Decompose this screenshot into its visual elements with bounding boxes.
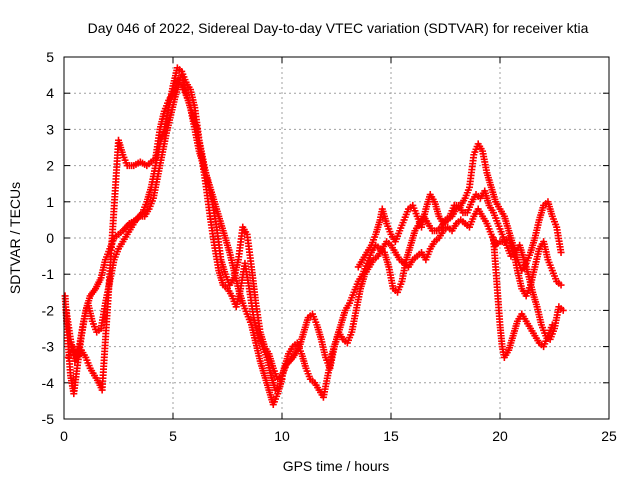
x-tick-label: 10 [274, 428, 290, 444]
data-point-marker [557, 248, 565, 256]
x-tick-label: 15 [383, 428, 399, 444]
y-tick-label: 1 [46, 194, 54, 210]
y-tick-label: -2 [42, 302, 55, 318]
data-point-marker [278, 375, 286, 383]
y-axis-label: SDTVAR / TECUs [7, 182, 23, 294]
y-tick-label: 2 [46, 158, 54, 174]
x-tick-labels: 0 5 10 15 20 25 [60, 428, 617, 444]
plot-frame [63, 56, 610, 420]
chart-title: Day 046 of 2022, Sidereal Day-to-day VTE… [88, 20, 589, 36]
y-tick-label: -1 [42, 266, 55, 282]
x-tick-label: 20 [492, 428, 508, 444]
data-point-marker [548, 321, 556, 329]
x-tick-label: 25 [601, 428, 617, 444]
y-tick-label: -3 [42, 339, 55, 355]
data-markers [61, 64, 567, 409]
y-tick-label: 0 [46, 230, 54, 246]
series-trace-c [64, 71, 565, 409]
y-tick-label: 5 [46, 49, 54, 65]
data-point-marker [559, 306, 567, 314]
y-tick-label: 3 [46, 121, 54, 137]
x-tick-label: 0 [60, 428, 68, 444]
data-point-marker [557, 281, 565, 289]
x-tick-label: 5 [169, 428, 177, 444]
grid-lines [64, 57, 609, 419]
x-axis-label: GPS time / hours [283, 458, 390, 474]
y-tick-label: -5 [42, 411, 55, 427]
y-tick-label: 4 [46, 85, 54, 101]
y-tick-label: -4 [42, 375, 55, 391]
y-tick-labels: -5 -4 -3 -2 -1 0 1 2 3 4 5 [42, 49, 55, 427]
series-trace-a [61, 64, 565, 398]
